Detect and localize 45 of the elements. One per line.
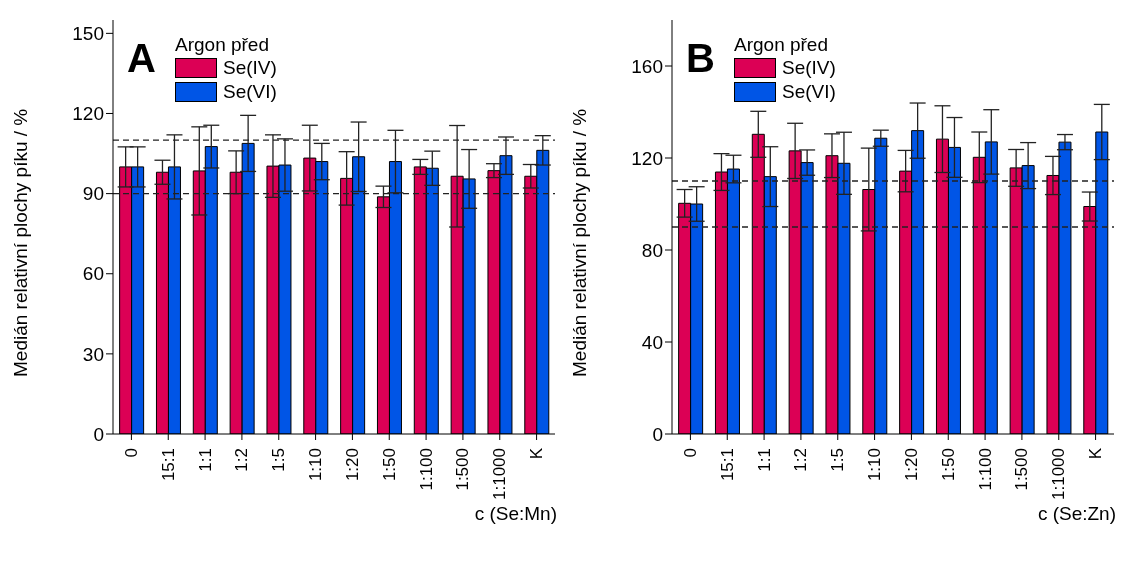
- x-axis-title: c (Se:Zn): [1037, 503, 1116, 524]
- x-tick-label: 1:10: [306, 448, 326, 482]
- y-tick-label: 90: [82, 183, 104, 205]
- y-tick-label: 120: [72, 103, 104, 125]
- y-tick-label: 60: [82, 263, 104, 285]
- y-axis-title: Medián relativní plochy píku / %: [568, 108, 590, 377]
- x-tick-label: K: [1086, 447, 1106, 460]
- y-tick-label: 80: [641, 239, 663, 261]
- y-tick-label: 120: [631, 147, 663, 169]
- x-tick-label: 1:50: [938, 448, 958, 482]
- legend-label: Se(IV): [223, 57, 277, 79]
- x-tick-label: 1:500: [1012, 448, 1032, 491]
- x-tick-label: 1:2: [232, 448, 252, 472]
- x-tick-label: 15:1: [158, 448, 178, 482]
- x-tick-label: 1:100: [416, 448, 436, 491]
- x-tick-label: 1:1: [195, 448, 215, 472]
- legend-label: Se(VI): [782, 81, 836, 103]
- y-tick-label: 160: [631, 55, 663, 77]
- annotation: A: [127, 36, 156, 80]
- x-tick-label: 1:1: [754, 448, 774, 472]
- x-tick-label: 1:1000: [1049, 448, 1069, 500]
- x-tick-label: 1:2: [791, 448, 811, 472]
- x-tick-label: 1:50: [379, 448, 399, 482]
- legend-title: Argon před: [734, 34, 829, 56]
- x-tick-label: 0: [121, 448, 141, 458]
- y-tick-label: 150: [72, 23, 104, 45]
- x-tick-label: 1:1000: [490, 448, 510, 500]
- y-tick-label: 30: [82, 343, 104, 365]
- x-tick-label: 15:1: [717, 448, 737, 482]
- x-tick-label: 0: [680, 448, 700, 458]
- x-tick-label: 1:5: [828, 448, 848, 472]
- y-axis-title: Medián relativní plochy píku / %: [9, 108, 31, 377]
- x-axis-title: c (Se:Mn): [474, 503, 557, 524]
- x-tick-label: 1:500: [453, 448, 473, 491]
- legend-title: Argon před: [175, 34, 270, 56]
- annotation: B: [686, 36, 715, 80]
- x-tick-label: 1:20: [901, 448, 921, 482]
- x-tick-label: 1:5: [269, 448, 289, 472]
- x-tick-label: K: [527, 447, 547, 460]
- legend-label: Se(IV): [782, 57, 836, 79]
- x-tick-label: 1:20: [342, 448, 362, 482]
- y-tick-label: 40: [641, 331, 663, 353]
- legend-label: Se(VI): [223, 81, 277, 103]
- x-tick-label: 1:100: [975, 448, 995, 491]
- x-tick-label: 1:10: [865, 448, 885, 482]
